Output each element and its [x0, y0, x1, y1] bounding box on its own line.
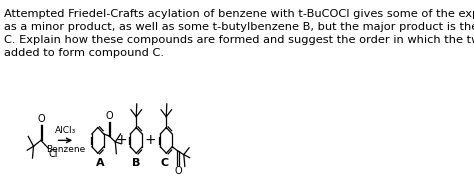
Text: O: O — [37, 114, 45, 124]
Text: C: C — [160, 158, 168, 168]
Text: Attempted Friedel-Crafts acylation of benzene with t-BuCOCl gives some of the ex: Attempted Friedel-Crafts acylation of be… — [4, 9, 474, 19]
Text: added to form compound C.: added to form compound C. — [4, 48, 164, 58]
Text: C. Explain how these compounds are formed and suggest the order in which the two: C. Explain how these compounds are forme… — [4, 35, 474, 45]
Text: as a minor product, as well as some t-butylbenzene B, but the major product is t: as a minor product, as well as some t-bu… — [4, 22, 474, 32]
Text: A: A — [96, 158, 104, 168]
Text: Benzene: Benzene — [46, 145, 85, 154]
Text: O: O — [106, 111, 113, 121]
Text: +: + — [145, 133, 156, 147]
Text: O: O — [174, 167, 182, 176]
Text: +: + — [116, 133, 128, 147]
Text: AlCl₃: AlCl₃ — [55, 126, 76, 135]
Text: Cl: Cl — [49, 149, 58, 159]
Text: B: B — [132, 158, 140, 168]
